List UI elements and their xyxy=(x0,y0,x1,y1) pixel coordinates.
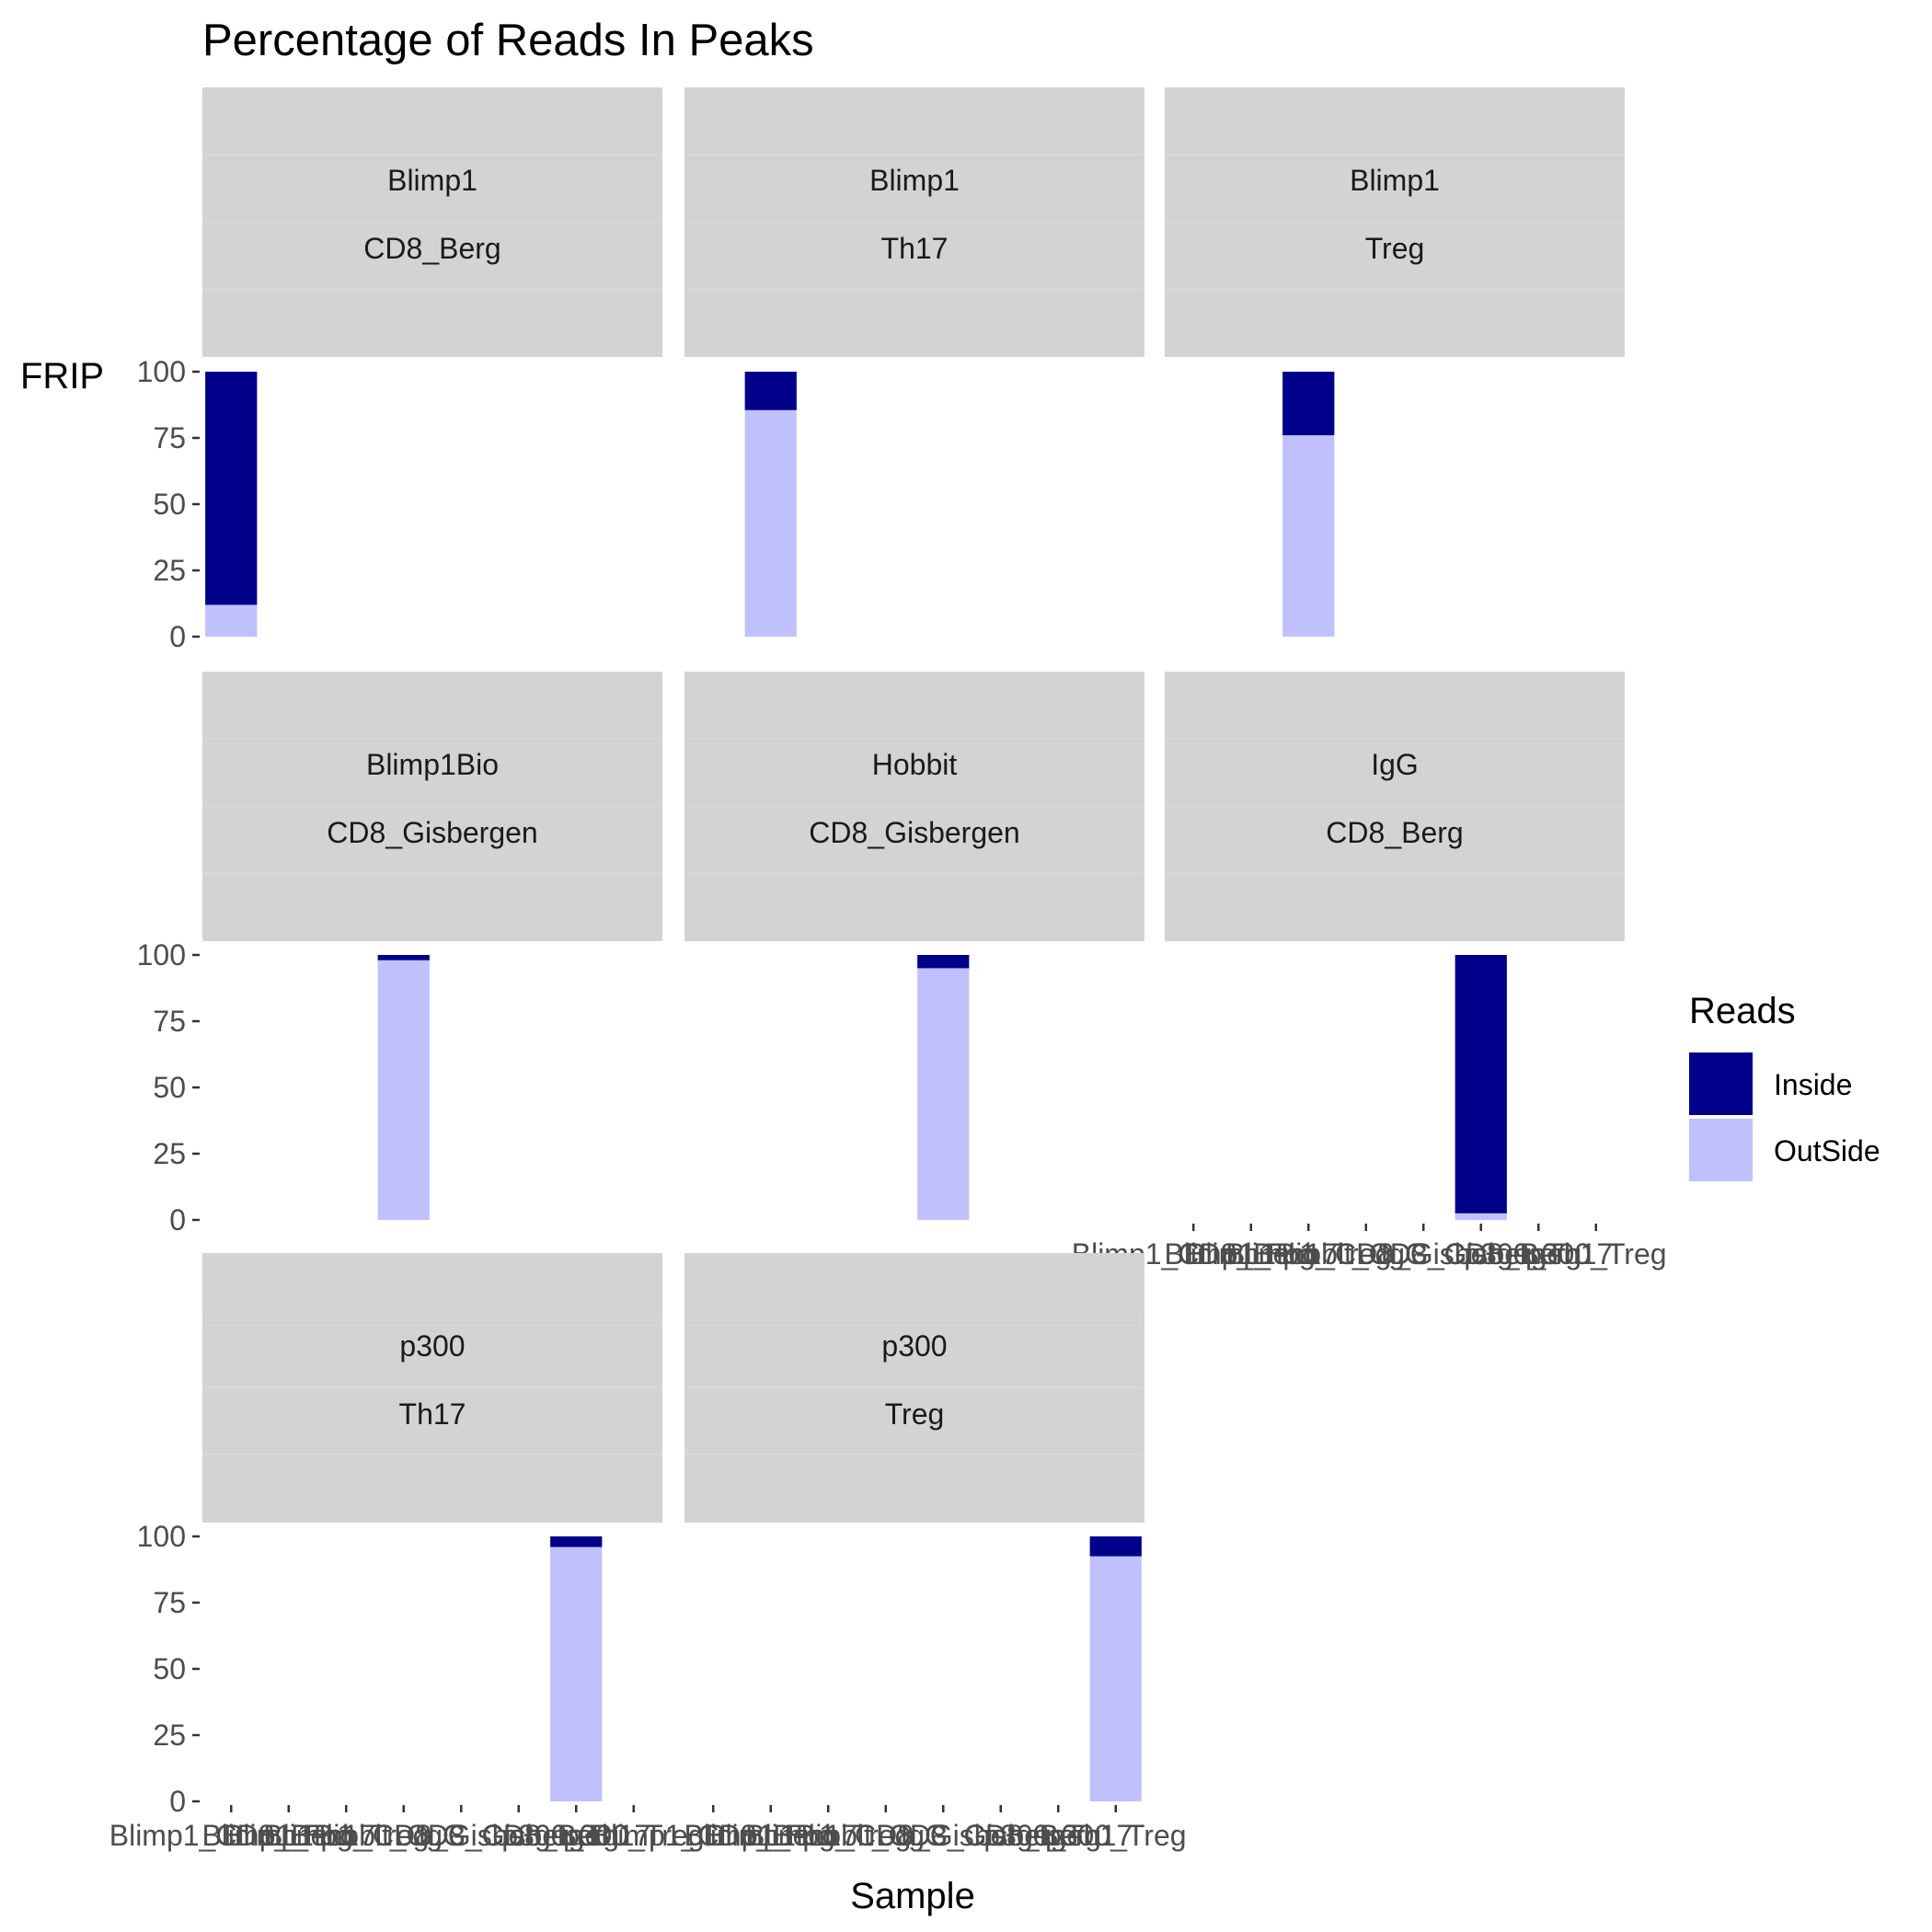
facet-panel: Blimp1Bio CD8_Gisbergen 0 25 50 75 100 xyxy=(137,672,662,1236)
strip-label: CD8_Gisbergen xyxy=(809,816,1019,849)
y-tick-label: 75 xyxy=(153,421,186,454)
strip-label: Treg xyxy=(1365,232,1425,265)
x-tick-label: Blimp1_Treg xyxy=(1225,1237,1391,1271)
x-tick-label: Blimp1Bio_CD8_Gisbergen xyxy=(706,1819,1065,1852)
x-tick-label: Blimp1_Treg xyxy=(745,1819,911,1852)
strip-label: Blimp1 xyxy=(1350,164,1440,197)
strip-label: CD8_Berg xyxy=(363,232,500,265)
legend-label: Inside xyxy=(1774,1068,1852,1101)
legend-title: Reads xyxy=(1689,991,1796,1031)
legend: Reads Inside OutSide xyxy=(1689,991,1880,1181)
x-tick-label: p300_Treg xyxy=(563,1819,705,1852)
x-tick-label: IgG_CD8_Berg xyxy=(418,1819,619,1852)
y-tick-label: 100 xyxy=(137,355,186,388)
y-tick-label: 25 xyxy=(153,554,186,587)
y-tick-label: 50 xyxy=(153,1652,186,1685)
y-tick-label: 0 xyxy=(169,1203,186,1236)
x-tick-label: Blimp1_Th17 xyxy=(201,1819,375,1852)
chart-title: Percentage of Reads In Peaks xyxy=(202,16,814,65)
bar-outside xyxy=(1455,1213,1507,1220)
facet-panel: Hobbit CD8_Gisbergen xyxy=(684,672,1144,1220)
x-tick-label: Blimp1_Th17 xyxy=(1164,1237,1338,1271)
strip-label: CD8_Berg xyxy=(1326,816,1463,849)
strip-label: IgG xyxy=(1371,748,1419,781)
y-tick-label: 50 xyxy=(153,488,186,521)
y-axis-title: FRIP xyxy=(20,356,104,397)
x-tick-label: Hobbit_CD8_Gisbergen xyxy=(305,1819,617,1852)
y-tick-label: 100 xyxy=(137,1520,186,1553)
y-tick-label: 75 xyxy=(153,1005,186,1038)
bar-inside xyxy=(744,372,797,410)
x-tick-label: IgG_CD8_Berg xyxy=(1380,1237,1581,1271)
facet-panel: p300 Th17 0 25 50 75 100 Blimp1_CD8_BergBlimp1_… xyxy=(109,1253,705,1852)
bar-inside xyxy=(377,955,430,960)
y-tick-label: 50 xyxy=(153,1071,186,1104)
strip-label: p300 xyxy=(881,1329,947,1363)
strip-label: Blimp1 xyxy=(869,164,960,197)
strip-label: Th17 xyxy=(399,1397,466,1431)
facet-panel: p300 Treg Blimp1_CD8_BergBlimp1_Th17Blimp1… xyxy=(592,1253,1187,1852)
facet-panel: Blimp1 Treg xyxy=(1165,87,1625,637)
strip-label: Treg xyxy=(885,1397,945,1431)
legend-swatch xyxy=(1689,1052,1753,1115)
facet-panel: Blimp1 Th17 xyxy=(684,87,1144,637)
bar-inside xyxy=(205,372,258,605)
y-tick-label: 75 xyxy=(153,1586,186,1619)
strip-label: CD8_Gisbergen xyxy=(327,816,537,849)
strip-label: p300 xyxy=(399,1329,465,1363)
x-axis-title: Sample xyxy=(850,1876,975,1916)
x-tick-label: p300_Treg xyxy=(1525,1237,1667,1271)
bar-outside xyxy=(917,968,970,1220)
y-tick-label: 0 xyxy=(169,1785,186,1818)
x-tick-label: IgG_CD8_Berg xyxy=(900,1819,1101,1852)
y-tick-label: 25 xyxy=(153,1719,186,1752)
bar-outside xyxy=(1089,1556,1142,1801)
facet-panel: IgGCD8_BergBlimp1_CD8_BergBlimp1_Th17Bli… xyxy=(1072,672,1667,1271)
x-tick-label: Blimp1Bio_CD8_Gisbergen xyxy=(224,1819,583,1852)
x-tick-label: Blimp1_Th17 xyxy=(684,1819,857,1852)
bar-outside xyxy=(550,1547,603,1801)
bar-outside xyxy=(744,409,797,637)
strip-label: Hobbit xyxy=(872,748,958,781)
y-tick-label: 25 xyxy=(153,1137,186,1170)
x-tick-label: Blimp1_Treg xyxy=(263,1819,429,1852)
legend-label: OutSide xyxy=(1774,1134,1880,1167)
x-tick-label: Blimp1_CD8_Berg xyxy=(592,1819,835,1852)
bar-inside xyxy=(1089,1536,1142,1557)
strip-label: Th17 xyxy=(881,232,949,265)
bar-inside xyxy=(1455,955,1507,1213)
bar-outside xyxy=(205,604,258,637)
x-tick-label: p300_Th17 xyxy=(983,1819,1133,1852)
x-tick-label: Blimp1Bio_CD8_Gisbergen xyxy=(1186,1237,1546,1271)
x-tick-label: Hobbit_CD8_Gisbergen xyxy=(787,1819,1099,1852)
x-tick-label: p300_Th17 xyxy=(1464,1237,1613,1271)
bar-outside xyxy=(1282,435,1335,637)
facet-panel: Blimp1 CD8_Berg 0 25 50 75 100 xyxy=(137,87,662,653)
legend-swatch xyxy=(1689,1119,1753,1181)
bar-inside xyxy=(917,955,970,969)
strip-label: Blimp1Bio xyxy=(366,748,499,781)
y-tick-label: 100 xyxy=(137,938,186,972)
strip-label: Blimp1 xyxy=(387,164,477,197)
x-tick-label: p300_Th17 xyxy=(501,1819,650,1852)
x-tick-label: Blimp1_CD8_Berg xyxy=(109,1819,353,1852)
x-tick-label: Hobbit_CD8_Gisbergen xyxy=(1267,1237,1580,1271)
bar-inside xyxy=(1282,372,1335,436)
x-tick-label: p300_Treg xyxy=(1045,1819,1187,1852)
bar-outside xyxy=(377,960,430,1220)
facet-panels: Blimp1CD8_Berg0255075100Blimp1Th17Blimp1… xyxy=(109,87,1667,1852)
y-tick-label: 0 xyxy=(169,620,186,653)
bar-inside xyxy=(550,1536,603,1547)
